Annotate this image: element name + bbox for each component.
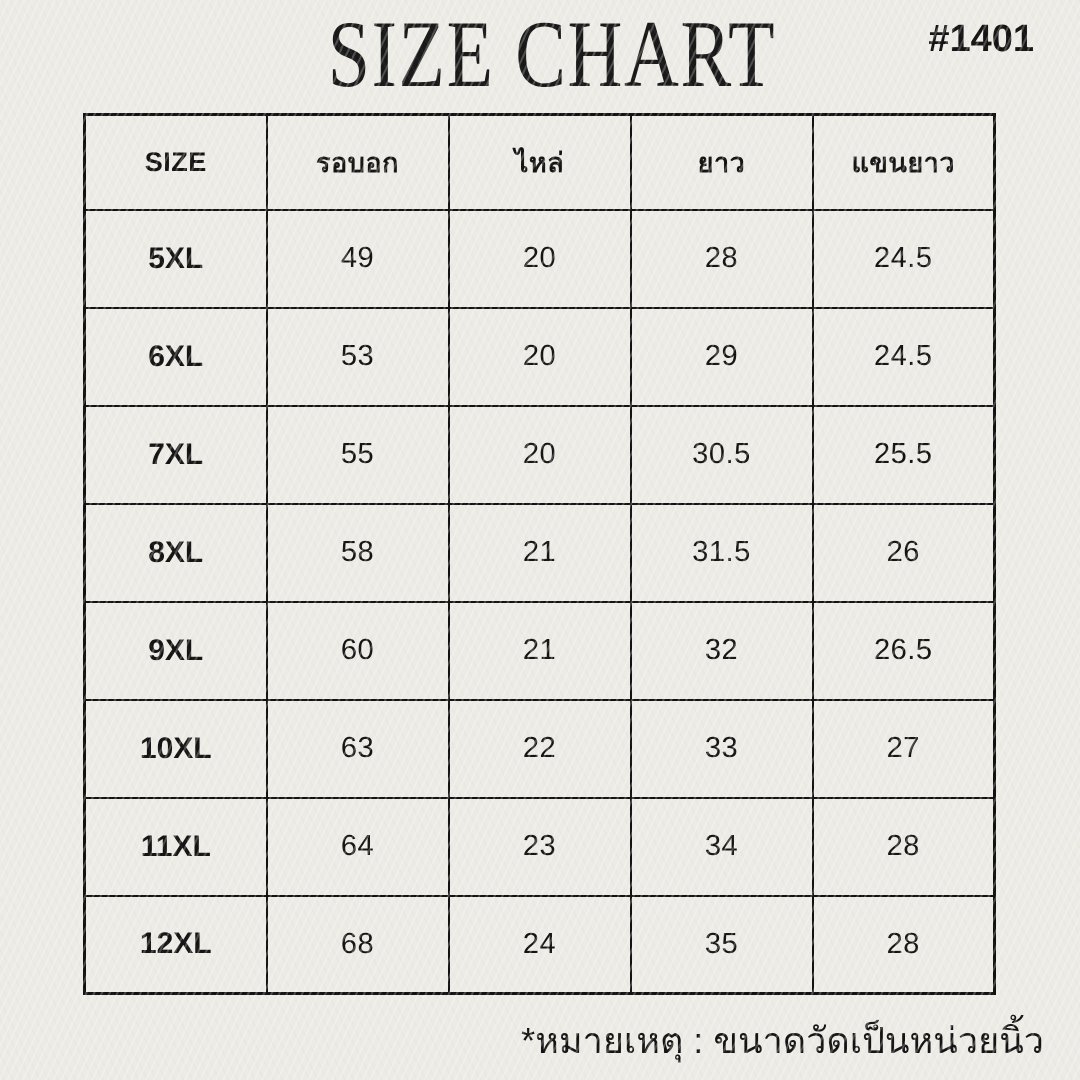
size-table-head: SIZE รอบอก ไหล่ ยาว แขนยาว: [83, 113, 996, 211]
measurement-cell: 20: [447, 208, 632, 309]
size-table: SIZE รอบอก ไหล่ ยาว แขนยาว 5XL 49 20 28 24.5 6XL 5…: [83, 113, 996, 995]
column-header: รอบอก: [265, 113, 450, 211]
measurement-cell: 60: [265, 600, 450, 701]
table-row: 8XL 58 21 31.5 26: [83, 502, 996, 603]
column-header: ไหล่: [447, 113, 632, 211]
product-code: #1401: [928, 18, 1034, 60]
size-label-cell: 5XL: [83, 208, 268, 309]
measurement-cell: 34: [629, 796, 814, 897]
measurement-cell: 21: [447, 600, 632, 701]
table-row: 10XL 63 22 33 27: [83, 698, 996, 799]
size-label-cell: 11XL: [83, 796, 268, 897]
table-row: 11XL 64 23 34 28: [83, 796, 996, 897]
table-row: 7XL 55 20 30.5 25.5: [83, 404, 996, 505]
measurement-cell: 26: [811, 502, 996, 603]
column-header: SIZE: [83, 113, 268, 211]
size-label-cell: 7XL: [83, 404, 268, 505]
size-label-cell: 12XL: [83, 894, 268, 995]
measurement-cell: 28: [811, 796, 996, 897]
table-header-row: SIZE รอบอก ไหล่ ยาว แขนยาว: [83, 113, 996, 211]
measurement-cell: 58: [265, 502, 450, 603]
measurement-cell: 25.5: [811, 404, 996, 505]
measurement-cell: 68: [265, 894, 450, 995]
measurement-cell: 30.5: [629, 404, 814, 505]
measurement-cell: 20: [447, 306, 632, 407]
measurement-cell: 31.5: [629, 502, 814, 603]
measurement-unit-note: *หมายเหตุ : ขนาดวัดเป็นหน่วยนิ้ว: [521, 1020, 1044, 1061]
page-title: SIZE CHART: [327, 1, 777, 107]
measurement-cell: 27: [811, 698, 996, 799]
table-row: 5XL 49 20 28 24.5: [83, 208, 996, 309]
measurement-cell: 64: [265, 796, 450, 897]
measurement-cell: 28: [629, 208, 814, 309]
size-table-body: 5XL 49 20 28 24.5 6XL 53 20 29 24.5 7XL 55 20 30.5 25.…: [83, 208, 996, 995]
measurement-cell: 26.5: [811, 600, 996, 701]
size-label-cell: 9XL: [83, 600, 268, 701]
measurement-cell: 55: [265, 404, 450, 505]
measurement-cell: 63: [265, 698, 450, 799]
measurement-cell: 35: [629, 894, 814, 995]
size-label-cell: 8XL: [83, 502, 268, 603]
measurement-cell: 20: [447, 404, 632, 505]
measurement-cell: 49: [265, 208, 450, 309]
measurement-cell: 24.5: [811, 306, 996, 407]
measurement-cell: 32: [629, 600, 814, 701]
measurement-cell: 33: [629, 698, 814, 799]
measurement-cell: 23: [447, 796, 632, 897]
measurement-cell: 28: [811, 894, 996, 995]
column-header: ยาว: [629, 113, 814, 211]
measurement-cell: 21: [447, 502, 632, 603]
measurement-cell: 29: [629, 306, 814, 407]
column-header: แขนยาว: [811, 113, 996, 211]
measurement-cell: 24.5: [811, 208, 996, 309]
measurement-cell: 53: [265, 306, 450, 407]
table-row: 9XL 60 21 32 26.5: [83, 600, 996, 701]
size-label-cell: 10XL: [83, 698, 268, 799]
table-row: 12XL 68 24 35 28: [83, 894, 996, 995]
measurement-cell: 24: [447, 894, 632, 995]
measurement-cell: 22: [447, 698, 632, 799]
table-row: 6XL 53 20 29 24.5: [83, 306, 996, 407]
size-label-cell: 6XL: [83, 306, 268, 407]
